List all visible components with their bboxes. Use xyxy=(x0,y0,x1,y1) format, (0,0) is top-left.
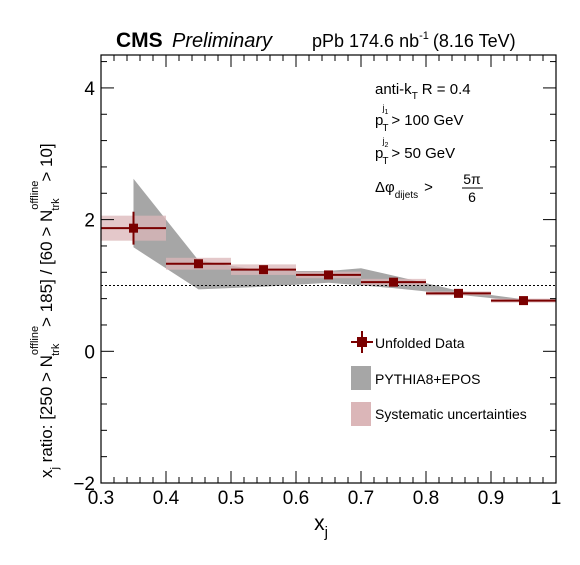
legend-entry-model: PYTHIA8+EPOS xyxy=(351,366,480,390)
y-tick-label: −2 xyxy=(73,474,95,495)
algo-annotation: anti-kT R = 0.4 xyxy=(375,81,471,102)
y-axis-ticks xyxy=(101,61,556,484)
data-point-4 xyxy=(389,277,398,287)
data-point-6 xyxy=(519,296,528,306)
x-tick-label: 0.8 xyxy=(413,488,439,509)
x-tick-label: 0.3 xyxy=(88,488,114,509)
data-point-0 xyxy=(129,223,138,233)
legend-data-label: Unfolded Data xyxy=(375,335,465,351)
x-tick-label: 0.4 xyxy=(153,488,180,509)
experiment-label: CMS xyxy=(116,29,163,52)
x-axis-tick-labels: 0.3 0.4 0.5 0.6 0.7 0.8 0.9 1 xyxy=(88,488,562,509)
y-tick-label: 2 xyxy=(84,211,95,232)
model-band xyxy=(133,178,556,302)
legend-syst-label: Systematic uncertainties xyxy=(375,406,527,422)
legend-model-swatch xyxy=(351,366,371,390)
data-points-layer xyxy=(101,211,556,306)
data-point-1 xyxy=(194,259,203,269)
x-tick-label: 0.5 xyxy=(218,488,244,509)
dphi-denominator: 6 xyxy=(468,189,476,205)
x-tick-label: 0.7 xyxy=(348,488,374,509)
legend-entry-data: Unfolded Data xyxy=(351,331,465,353)
plot-frame xyxy=(100,54,557,484)
y-tick-label: 4 xyxy=(84,79,95,100)
data-point-2 xyxy=(259,265,268,275)
y-axis-title: xj ratio: [250 > Noffline trk > 185] / [6… xyxy=(29,143,62,478)
y-axis-tick-labels: −2 0 2 4 xyxy=(73,79,95,495)
x-tick-label: 0.9 xyxy=(478,488,504,509)
dphi-label: Δφdijets > xyxy=(375,179,433,201)
data-point-5 xyxy=(454,288,463,298)
dphi-numerator: 5π xyxy=(463,171,481,187)
model-band-layer xyxy=(133,178,556,302)
legend-entry-systematics: Systematic uncertainties xyxy=(351,402,527,426)
x-tick-label: 0.6 xyxy=(283,488,309,509)
data-point-3 xyxy=(324,270,333,280)
x-axis-ticks xyxy=(100,55,557,483)
dphi-annotation: Δφdijets > 5π 6 xyxy=(375,171,483,205)
legend: Unfolded Data PYTHIA8+EPOS Systematic un… xyxy=(351,331,527,426)
x-axis-title: xj xyxy=(314,512,328,541)
status-label: Preliminary xyxy=(172,30,273,52)
x-tick-label: 1 xyxy=(551,488,562,509)
pt2-annotation: pTj2 > 50 GeV xyxy=(375,136,455,167)
legend-model-label: PYTHIA8+EPOS xyxy=(375,371,480,387)
legend-data-marker xyxy=(357,337,367,347)
dataset-label: pPb 174.6 nb-1 (8.16 TeV) xyxy=(312,30,516,51)
legend-syst-swatch xyxy=(351,402,371,426)
y-tick-label: 0 xyxy=(84,342,95,363)
pt1-annotation: pTj1 > 100 GeV xyxy=(375,103,464,134)
